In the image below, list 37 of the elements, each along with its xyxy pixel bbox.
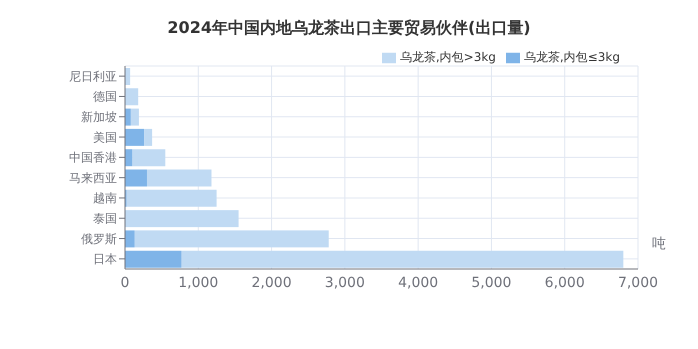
y-tick-label: 俄罗斯 [81, 232, 117, 246]
y-tick-label: 越南 [93, 191, 117, 206]
bar [130, 108, 139, 126]
x-tick-label: 2,000 [252, 274, 292, 291]
x-tick-label: 7,000 [618, 274, 658, 291]
x-tick-label: 3,000 [324, 274, 365, 291]
bar [125, 230, 135, 248]
bar [126, 190, 217, 207]
bar [144, 128, 152, 146]
bar [134, 230, 329, 248]
y-tick-label: 德国 [93, 90, 117, 104]
legend-label: 乌龙茶,内包≤3kg [524, 50, 620, 64]
bar [125, 128, 144, 146]
chart-title: 2024年中国内地乌龙茶出口主要贸易伙伴(出口量) [166, 18, 532, 39]
bar [125, 149, 132, 166]
x-tick-label: 5,000 [471, 274, 512, 291]
bar [125, 250, 182, 268]
y-tick-label: 美国 [93, 130, 117, 144]
x-axis-title: 吨 [652, 235, 666, 253]
y-tick-label: 泰国 [93, 212, 117, 226]
bar [125, 108, 131, 126]
bar [181, 250, 624, 268]
y-tick-label: 尼日利亚 [69, 69, 117, 84]
bar [125, 210, 239, 228]
bar [125, 88, 138, 106]
x-tick-label: 4,000 [398, 274, 438, 291]
y-tick-label: 新加坡 [81, 110, 117, 124]
y-tick-label: 中国香港 [69, 150, 117, 165]
y-tick-label: 马来西亚 [69, 170, 117, 185]
legend-label: 乌龙茶,内包>3kg [400, 50, 496, 64]
x-tick-label: 0 [120, 274, 130, 291]
bar [132, 149, 166, 166]
bar [125, 170, 147, 186]
bar [146, 170, 212, 186]
x-tick-label: 6,000 [544, 274, 585, 291]
y-tick-label: 日本 [93, 252, 117, 266]
x-tick-label: 1,000 [178, 274, 218, 291]
